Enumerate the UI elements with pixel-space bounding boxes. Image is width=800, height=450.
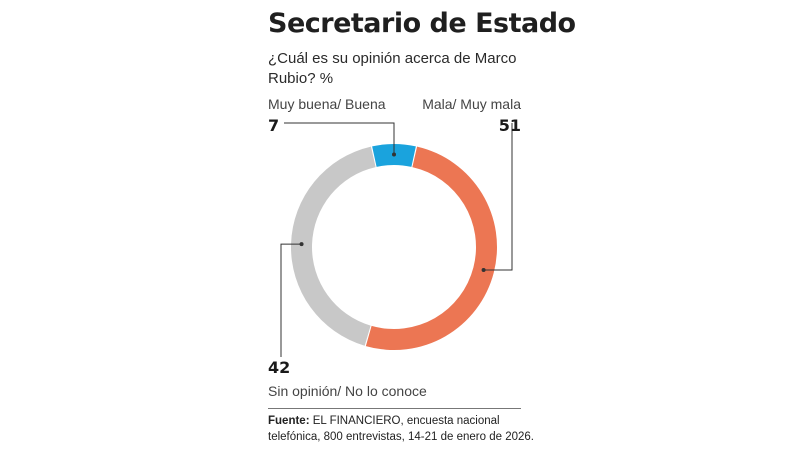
- footer-divider: [268, 408, 521, 409]
- slice-label-unfavorable: Mala/ Muy mala: [422, 96, 521, 112]
- source-label: Fuente:: [268, 415, 310, 427]
- chart-title: Secretario de Estado: [268, 8, 576, 39]
- source-text: EL FINANCIERO, encuesta nacional telefón…: [268, 415, 534, 443]
- leader-line-favorable: [284, 122, 395, 155]
- slice-label-favorable: Muy buena/ Buena: [268, 96, 386, 112]
- leader-line-favorable-dot: [392, 152, 396, 157]
- slice-value-no-opinion: 42: [268, 358, 290, 377]
- slice-value-favorable: 7: [268, 116, 279, 135]
- donut-slices: [290, 144, 497, 350]
- chart-subtitle: ¿Cuál es su opinión acerca de Marco Rubi…: [268, 50, 517, 87]
- donut-slice-2: [290, 146, 376, 346]
- leader-line-unfavorable: [483, 123, 513, 271]
- donut-chart: Muy buena/ Buena 7 Mala/ Muy mala 51 42 …: [268, 96, 521, 399]
- slice-label-no-opinion: Sin opinión/ No lo conoce: [268, 383, 427, 399]
- slice-value-unfavorable: 51: [499, 116, 521, 135]
- source-note: Fuente: EL FINANCIERO, encuesta nacional…: [268, 413, 538, 445]
- donut-slice-1: [365, 146, 497, 350]
- leader-line-unfavorable-dot: [481, 268, 486, 273]
- leader-line-no-opinion: [280, 243, 302, 357]
- leader-lines: [280, 122, 513, 357]
- leader-line-no-opinion-dot: [299, 242, 304, 247]
